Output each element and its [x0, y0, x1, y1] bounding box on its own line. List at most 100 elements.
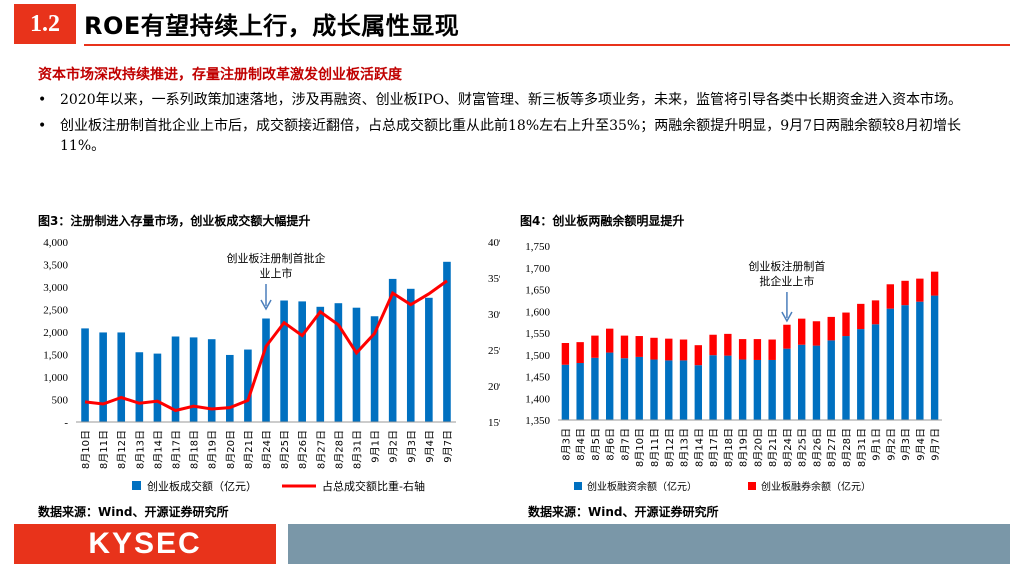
- bar: [406, 288, 415, 422]
- ratio-line: [84, 279, 448, 413]
- x-tick-label: 8月14日: [152, 430, 164, 469]
- bar-securities-lending: [679, 339, 688, 361]
- x-tick-label: 8月14日: [693, 428, 705, 467]
- bar-securities-lending: [842, 312, 850, 337]
- bullet-dot: •: [38, 118, 47, 134]
- y-right-tick-label: 30%: [488, 309, 500, 321]
- figure3-title: 图3：注册制进入存量市场，创业板成交额大幅提升: [38, 214, 311, 228]
- bar-financing: [930, 295, 939, 420]
- annotation-text: 创业板注册制首批企: [227, 251, 326, 265]
- x-tick-label: 8月5日: [590, 428, 602, 461]
- x-tick-label: 8月20日: [752, 428, 764, 467]
- bar: [153, 353, 162, 422]
- x-tick-label: 8月25日: [797, 428, 809, 467]
- bar-financing: [635, 356, 643, 420]
- bar-financing: [871, 324, 880, 420]
- bar-financing: [916, 301, 924, 420]
- annotation-text: 业上市: [260, 266, 293, 280]
- bar-securities-lending: [694, 345, 702, 366]
- x-tick-label: 9月1日: [871, 428, 883, 461]
- x-tick-label: 8月26日: [297, 430, 309, 469]
- x-tick-label: 8月11日: [649, 428, 661, 467]
- bullet-dot: •: [38, 92, 47, 108]
- x-tick-label: 9月2日: [885, 428, 897, 461]
- bullet-item: • 创业板注册制首批企业上市后，成交额接近翻倍，占总成交额比重从此前18%左右上…: [38, 116, 988, 156]
- x-tick-label: 9月2日: [388, 430, 400, 463]
- bar-financing: [842, 336, 850, 420]
- bar-financing: [665, 360, 673, 420]
- bar-securities-lending: [886, 284, 894, 309]
- bar-securities-lending: [606, 328, 614, 353]
- x-tick-label: 8月10日: [80, 430, 92, 469]
- y-tick-label: 1,600: [525, 306, 550, 318]
- bar-financing: [694, 365, 702, 420]
- bar: [298, 301, 306, 422]
- x-tick-label: 8月21日: [767, 428, 779, 467]
- footer-bar: [288, 524, 1010, 564]
- y-left-tick-label: 500: [52, 395, 69, 407]
- x-tick-label: 9月3日: [406, 430, 418, 463]
- bar-securities-lending: [591, 335, 599, 358]
- y-left-tick-label: 4,000: [43, 237, 68, 249]
- bar-financing: [886, 308, 894, 420]
- bar-securities-lending: [561, 343, 570, 365]
- x-tick-label: 8月25日: [279, 430, 291, 469]
- bar-financing: [709, 355, 717, 420]
- x-tick-label: 8月18日: [189, 430, 201, 469]
- bar-securities-lending: [783, 324, 791, 349]
- bar-securities-lending: [738, 339, 747, 360]
- bar-financing: [812, 345, 821, 420]
- figure4-chart: 1,350 1,400 1,450 1,500 1,550 1,600 1,650 1,700…: [525, 241, 942, 493]
- legend-line-label: 占总成交额比重-右轴: [322, 479, 425, 493]
- legend-lending-swatch: [748, 482, 756, 490]
- title-divider: [84, 44, 1010, 46]
- x-tick-label: 8月11日: [98, 430, 110, 469]
- bar: [171, 336, 180, 422]
- x-tick-label: 8月31日: [856, 428, 868, 467]
- y-right-tick-label: 40%: [488, 237, 500, 249]
- y-right-tick-label: 15%: [488, 417, 500, 429]
- annotation-text: 创业板注册制首: [748, 259, 825, 273]
- bar-securities-lending: [709, 334, 717, 356]
- y-right-tick-label: 35%: [488, 273, 500, 285]
- x-tick-label: 8月19日: [207, 430, 219, 469]
- bar: [352, 307, 361, 422]
- bar: [117, 332, 126, 422]
- bar-financing: [576, 363, 584, 420]
- bullet-text: 2020年以来，一系列政策加速落地，涉及再融资、创业板IPO、财富管理、新三板等…: [60, 92, 963, 108]
- bar: [316, 306, 325, 422]
- bar-financing: [620, 358, 629, 420]
- bar: [189, 337, 198, 422]
- bar: [443, 261, 451, 422]
- bar-securities-lending: [576, 342, 584, 364]
- bar: [425, 297, 433, 422]
- x-tick-label: 8月24日: [261, 430, 273, 469]
- x-tick-label: 8月27日: [315, 430, 327, 469]
- y-tick-label: 1,650: [525, 285, 550, 297]
- bar-financing: [561, 364, 570, 420]
- bar: [81, 328, 89, 422]
- x-tick-label: 8月19日: [738, 428, 750, 467]
- y-tick-label: 1,350: [525, 415, 550, 427]
- x-tick-label: 9月1日: [370, 430, 382, 463]
- bar-financing: [738, 359, 747, 420]
- x-tick-label: 8月26日: [811, 428, 823, 467]
- bar: [370, 316, 379, 422]
- legend-bar-label: 创业板成交额（亿元）: [147, 479, 257, 493]
- y-tick-label: 1,450: [525, 372, 550, 384]
- section-number: 1.2: [14, 4, 76, 44]
- bar-securities-lending: [857, 303, 865, 330]
- bar-securities-lending: [871, 300, 880, 325]
- bullet-item: • 2020年以来，一系列政策加速落地，涉及再融资、创业板IPO、财富管理、新三…: [38, 90, 988, 110]
- subtitle: 资本市场深改持续推进，存量注册制改革激发创业板活跃度: [38, 67, 402, 83]
- bar-securities-lending: [724, 333, 732, 356]
- bar: [226, 354, 234, 422]
- y-left-tick-label: 2,500: [43, 305, 68, 317]
- annotation-arrow-head: [260, 299, 272, 311]
- bar-financing: [753, 359, 762, 420]
- legend-lending-label: 创业板融券余额（亿元）: [761, 480, 871, 493]
- x-tick-label: 8月7日: [619, 428, 631, 461]
- page-title: ROE有望持续上行，成长属性显现: [84, 12, 460, 40]
- bar: [262, 318, 270, 422]
- y-tick-label: 1,500: [525, 350, 550, 362]
